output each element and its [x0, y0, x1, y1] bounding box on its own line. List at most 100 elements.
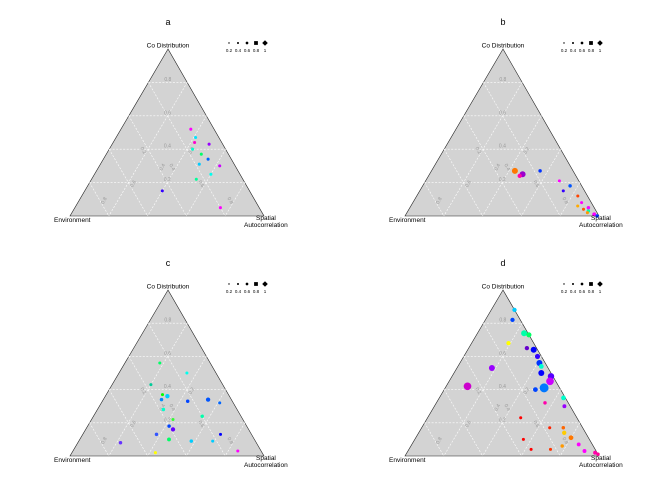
- legend-marker: [254, 41, 258, 45]
- ternary-panel-d: 0.80.8 0.80.60.6 0.60.40.4 0.40.20.20.2dCo …: [389, 258, 623, 469]
- grid-line-env: [128, 356, 187, 457]
- data-point: [200, 414, 204, 418]
- data-point: [582, 449, 587, 453]
- data-point: [211, 439, 215, 443]
- legend-marker: [571, 41, 575, 45]
- grid-line-spatial: [559, 182, 581, 217]
- data-point: [199, 152, 203, 156]
- data-point: [194, 177, 198, 181]
- data-point: [171, 417, 175, 422]
- legend-marker: [262, 281, 268, 287]
- triangle-area: [404, 289, 600, 457]
- legend-label: 0.8: [253, 48, 260, 53]
- data-points: [463, 307, 600, 457]
- legend-marker: [589, 41, 593, 45]
- legend-marker: [228, 42, 230, 44]
- data-point: [506, 340, 511, 346]
- data-points: [511, 167, 599, 218]
- size-legend: 0.2 0.4 0.6 0.8 1: [226, 40, 268, 53]
- tick-label-spatial: 0.6: [532, 420, 541, 429]
- grid-line-spatial: [147, 356, 207, 457]
- ternary-panel-a: 0.80.8 0.80.60.6 0.60.40.4 0.40.20.20.2aCo …: [54, 17, 288, 229]
- tick-label-spatial: 0.4: [168, 403, 177, 412]
- tick-label-env: 0.8: [100, 196, 109, 205]
- legend-marker: [262, 40, 268, 46]
- legend-marker: [245, 41, 249, 45]
- data-point: [191, 147, 195, 151]
- tick-label-co: 0.4: [499, 144, 506, 150]
- panel-title: a: [165, 17, 170, 27]
- grid-line-env: [89, 422, 110, 457]
- tick-label-spatial: 0.8: [226, 196, 235, 205]
- grid-line-env: [128, 115, 187, 217]
- data-point: [118, 440, 123, 445]
- data-point: [165, 394, 170, 399]
- ternary-panel-c: 0.80.8 0.80.60.6 0.60.40.4 0.40.20.20.2cCo …: [54, 258, 288, 469]
- tick-labels: 0.80.8 0.80.60.6 0.60.40.4 0.40.20.20.2: [100, 318, 234, 446]
- tick-labels: 0.80.8 0.80.60.6 0.60.40.4 0.40.20.20.2: [100, 77, 234, 206]
- legend-label: 0.4: [235, 48, 242, 53]
- grid-line-env: [443, 389, 483, 457]
- vertex-label-right: Spatial: [256, 455, 276, 462]
- tick-label-env: 0.4: [493, 403, 502, 412]
- tick-label-env: 0.6: [464, 179, 473, 188]
- legend-label: 0.8: [588, 289, 595, 294]
- data-point: [519, 416, 523, 420]
- vertex-label-left: Environment: [54, 457, 91, 464]
- data-point: [488, 365, 495, 371]
- panel-title: c: [166, 258, 171, 268]
- tick-label-env: 0.2: [188, 146, 197, 155]
- tick-label-spatial: 0.2: [474, 146, 483, 155]
- data-point: [160, 393, 165, 397]
- tick-label-spatial: 0.4: [503, 403, 512, 412]
- data-point: [581, 207, 586, 211]
- tick-label-spatial: 0.8: [226, 436, 235, 445]
- tick-label-co: 0.4: [499, 384, 506, 390]
- tick-label-spatial: 0.2: [139, 146, 148, 155]
- tick-label-env: 0.2: [523, 386, 532, 395]
- tick-label-co: 0.2: [499, 417, 506, 423]
- data-point: [154, 432, 159, 437]
- legend-marker: [597, 40, 603, 46]
- data-point: [524, 345, 530, 351]
- legend-label: 0.2: [226, 289, 233, 294]
- data-point: [529, 447, 533, 451]
- grid-lines: [424, 322, 581, 457]
- legend-marker: [228, 283, 230, 285]
- data-point: [521, 437, 525, 441]
- legend-label: 0.2: [561, 289, 568, 294]
- tick-label-env: 0.6: [129, 420, 138, 429]
- tick-label-co: 0.6: [164, 351, 171, 357]
- size-legend: 0.2 0.4 0.6 0.8 1: [226, 281, 268, 294]
- data-point: [568, 435, 574, 441]
- data-points: [118, 361, 240, 455]
- grid-lines: [89, 322, 246, 457]
- legend-label: 0.8: [588, 48, 595, 53]
- data-point: [512, 307, 517, 313]
- tick-label-env: 0.4: [158, 403, 167, 412]
- data-point: [543, 401, 547, 405]
- vertex-label-right-2: Autocorrelation: [579, 222, 623, 229]
- data-point: [568, 184, 572, 188]
- grid-line-env: [424, 182, 445, 217]
- data-point: [218, 401, 222, 405]
- legend-label: 0.4: [235, 289, 242, 294]
- data-point: [538, 169, 542, 173]
- size-legend: 0.2 0.4 0.6 0.8 1: [561, 281, 603, 294]
- vertex-label-right-2: Autocorrelation: [244, 222, 288, 229]
- legend-label: 0.6: [579, 48, 586, 53]
- tick-label-env: 0.6: [129, 179, 138, 188]
- tick-label-spatial: 0.2: [139, 387, 148, 396]
- legend-label: 1: [264, 48, 267, 53]
- tick-label-spatial: 0.4: [503, 163, 512, 172]
- grid-line-env: [463, 356, 522, 457]
- panel-title: b: [500, 17, 505, 27]
- tick-label-co: 0.8: [499, 318, 506, 324]
- tick-label-co: 0.2: [164, 177, 171, 183]
- data-point: [562, 404, 567, 409]
- legend-marker: [571, 282, 575, 286]
- grid-line-spatial: [147, 115, 207, 217]
- tick-label-env: 0.8: [435, 196, 444, 205]
- grid-line-spatial: [521, 149, 561, 217]
- data-point: [538, 364, 544, 369]
